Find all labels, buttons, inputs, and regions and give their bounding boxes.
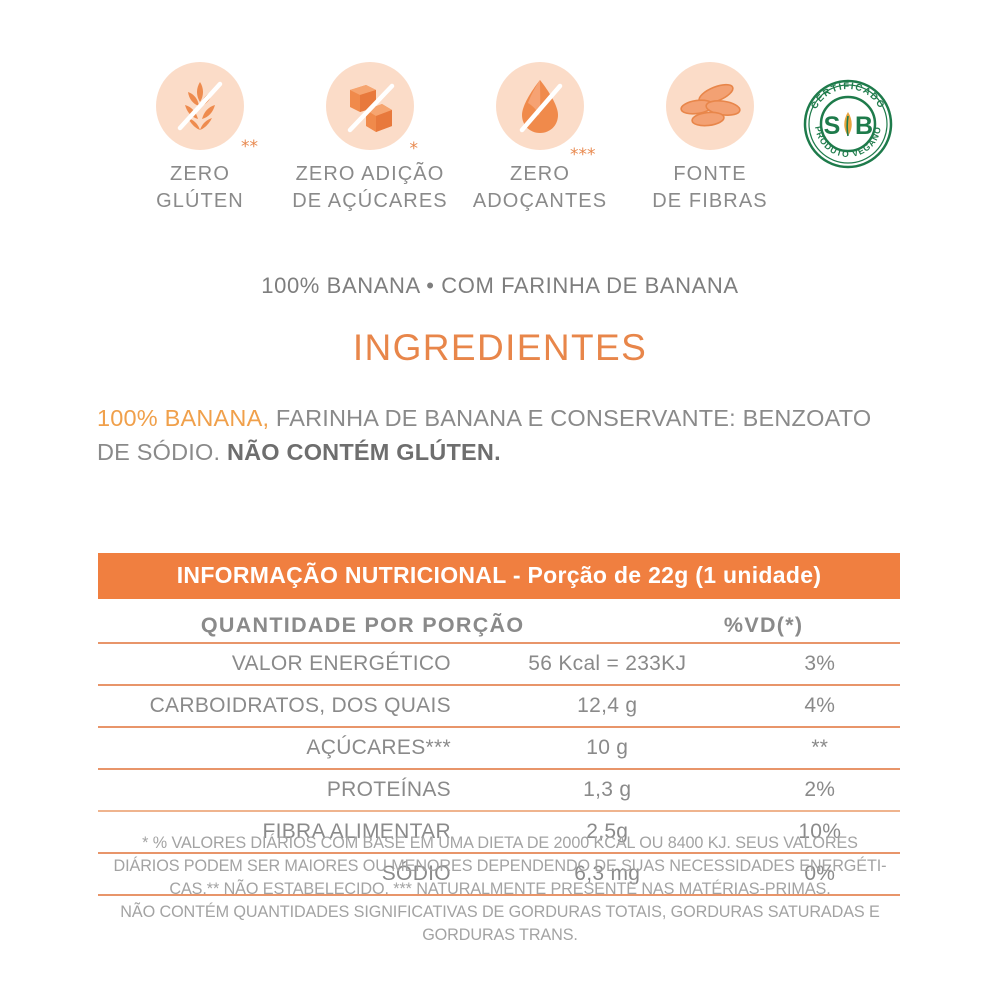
nutrition-table: INFORMAÇÃO NUTRICIONAL - Porção de 22g (…	[98, 553, 900, 896]
ingredients-paragraph: 100% BANANA, FARINHA DE BANANA E CONSERV…	[97, 401, 907, 469]
nutrient-value: 2,5g	[586, 820, 629, 843]
wheat-slashed-icon: **	[156, 62, 258, 156]
table-row: SÓDIO 6,3 mg 0%	[98, 860, 900, 888]
badge-asterisk: **	[241, 137, 258, 157]
nutrient-value: 1,3 g	[583, 778, 632, 801]
nutrient-vd: 3%	[804, 652, 836, 675]
badge-zero-sweeteners: *** ZERO ADOÇANTES	[452, 62, 628, 215]
footnote-line: * % VALORES DIÁRIOS COM BASE EM UMA DIET…	[142, 834, 858, 852]
footnote-line: GORDURAS TRANS.	[422, 926, 578, 944]
row-divider	[98, 768, 900, 770]
nutrient-name: AÇÚCARES***	[306, 736, 451, 759]
footnote-line: NÃO CONTÉM QUANTIDADES SIGNIFICATIVAS DE…	[120, 903, 880, 921]
oat-flakes-icon	[666, 62, 754, 150]
svg-text:S: S	[824, 112, 841, 140]
svg-text:B: B	[855, 112, 873, 140]
row-divider	[98, 684, 900, 686]
feature-badges-row: ** ZERO GLÚTEN * ZERO ADIÇÃO DE AÇÚCARES	[0, 62, 1000, 227]
nutrition-column-headers: QUANTIDADE POR PORÇÃO %VD(*)	[98, 608, 900, 642]
footnote-line: CAS.** NÃO ESTABELECIDO. *** NATURALMENT…	[169, 880, 831, 898]
nutrition-table-header: INFORMAÇÃO NUTRICIONAL - Porção de 22g (…	[98, 553, 900, 599]
nutrient-value: 10 g	[586, 736, 629, 759]
row-divider	[98, 852, 900, 854]
nutrient-name: PROTEÍNAS	[326, 778, 451, 801]
row-divider	[98, 726, 900, 728]
badge-label: ZERO ADIÇÃO DE AÇÚCARES	[292, 163, 448, 212]
nutrient-value: 6,3 mg	[574, 862, 641, 885]
ingredients-body: FARINHA DE BANANA E CONSERVANTE: BENZOAT…	[97, 405, 872, 465]
row-divider	[98, 642, 900, 644]
nutrient-vd: 10%	[798, 820, 842, 843]
vegan-certification-seal: CERTIFICADO PRODUTO VEGANO S B	[796, 72, 900, 176]
nutrient-value: 56 Kcal = 233KJ	[528, 652, 687, 675]
badge-label: ZERO ADOÇANTES	[472, 163, 608, 212]
footnote-line: DIÁRIOS PODEM SER MAIORES OU MENORES DEP…	[113, 857, 887, 875]
nutrient-name: SÓDIO	[381, 862, 451, 885]
nutrient-vd: **	[811, 736, 829, 759]
page-title: INGREDIENTES	[352, 327, 648, 368]
badge-label: ZERO GLÚTEN	[156, 163, 244, 212]
badge-asterisk: *	[409, 139, 419, 159]
spacer	[98, 599, 900, 608]
droplet-slashed-icon: ***	[496, 62, 596, 164]
badge-zero-gluten: ** ZERO GLÚTEN	[112, 62, 288, 215]
sugar-cubes-slashed-icon: *	[326, 62, 418, 158]
column-header-quantity: QUANTIDADE POR PORÇÃO	[200, 612, 525, 637]
footnotes: * % VALORES DIÁRIOS COM BASE EM UMA DIET…	[100, 832, 900, 947]
table-row: PROTEÍNAS 1,3 g 2%	[98, 776, 900, 804]
table-row: FIBRA ALIMENTAR 2,5g 10%	[98, 818, 900, 846]
table-row: CARBOIDRATOS, DOS QUAIS 12,4 g 4%	[98, 692, 900, 720]
table-row: VALOR ENERGÉTICO 56 Kcal = 233KJ 3%	[98, 650, 900, 678]
badge-zero-added-sugar: * ZERO ADIÇÃO DE AÇÚCARES	[282, 62, 458, 215]
badge-asterisk: ***	[570, 145, 596, 165]
nutrient-name: CARBOIDRATOS, DOS QUAIS	[149, 694, 451, 717]
nutrient-vd: 0%	[804, 862, 836, 885]
row-divider	[98, 894, 900, 896]
nutrient-value: 12,4 g	[577, 694, 638, 717]
nutrient-vd: 2%	[804, 778, 836, 801]
ingredients-gluten-note: NÃO CONTÉM GLÚTEN.	[226, 439, 501, 465]
row-divider	[98, 810, 900, 812]
badge-fiber-source: FONTE DE FIBRAS	[622, 62, 798, 215]
ingredients-highlight: 100% BANANA,	[97, 405, 270, 431]
nutrient-vd: 4%	[804, 694, 836, 717]
nutrient-name: VALOR ENERGÉTICO	[231, 652, 451, 675]
table-row: AÇÚCARES*** 10 g **	[98, 734, 900, 762]
badge-label: FONTE DE FIBRAS	[652, 163, 768, 212]
nutrient-name: FIBRA ALIMENTAR	[262, 820, 451, 843]
column-header-vd: %VD(*)	[723, 612, 804, 637]
product-tagline: 100% BANANA • COM FARINHA DE BANANA	[261, 273, 739, 298]
